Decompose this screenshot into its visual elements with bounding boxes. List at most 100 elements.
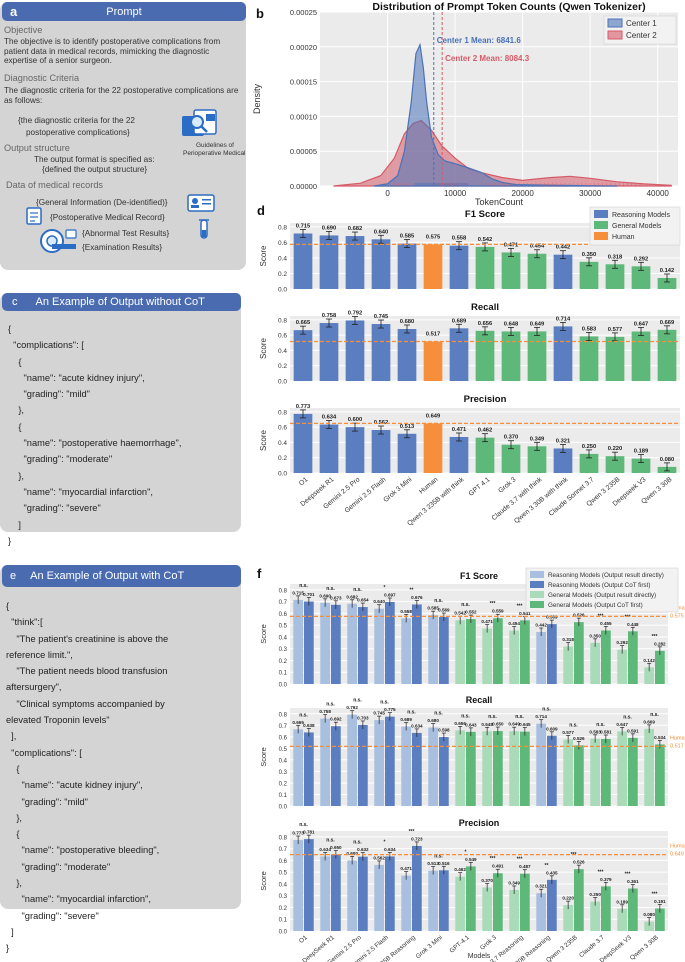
panel-e-header-label: An Example of Output with CoT (30, 570, 185, 582)
bar-value-label: 0.442 (535, 623, 547, 628)
bar-value-label: 0.634 (384, 847, 396, 852)
bar-cot (439, 870, 449, 931)
bar-direct (293, 729, 303, 806)
bar-value-label: 0.649 (530, 321, 545, 327)
bar-value-label: 0.585 (400, 234, 415, 240)
y-tick-label: 0.1 (279, 671, 288, 677)
y-axis-label: Score (259, 245, 268, 266)
bar-value-label: 0.541 (519, 611, 531, 616)
bar-value-label: 0.471 (481, 619, 493, 624)
code-line: }, (8, 470, 25, 481)
significance-label: *** (409, 829, 415, 835)
bar-direct (428, 870, 438, 931)
significance-label: n.s. (623, 714, 632, 720)
bar-cot (493, 618, 503, 684)
bar-direct (563, 905, 573, 931)
y-tick-label: 0.6 (279, 735, 288, 741)
code-line: "name": "acute kidney injury", (8, 372, 145, 383)
ct-scanner-icon (40, 229, 77, 253)
bar-cot (304, 601, 314, 684)
bar (449, 245, 469, 289)
bar (371, 324, 391, 381)
bar-value-label: 0.142 (643, 658, 655, 663)
human-value-label: 0.517 (670, 743, 684, 749)
bar-value-label: 0.189 (616, 899, 628, 904)
y-tick-label: 0.2 (278, 455, 287, 462)
y-tick-label: 0.3 (279, 647, 288, 653)
code-line: "grading": "mild" (6, 796, 88, 807)
bar-value-label: 0.649 (426, 413, 441, 419)
code-line: "grading": "severe" (8, 503, 101, 514)
bar-value-label: 0.634 (411, 723, 423, 728)
bar-direct (536, 723, 546, 806)
bar-value-label: 0.680 (427, 718, 439, 723)
panel-letter-e: e (10, 570, 17, 582)
bar-value-label: 0.454 (508, 621, 520, 626)
bar (345, 427, 365, 473)
y-tick-label: 0.2 (279, 906, 288, 912)
subplot-title: F1 Score (460, 571, 498, 581)
y-axis-label: Density (252, 83, 262, 114)
bar-value-label: 0.349 (530, 436, 545, 442)
bar-cot (520, 731, 530, 806)
y-tick-label: 0.8 (278, 224, 287, 231)
bar-direct (455, 730, 465, 806)
bar (397, 243, 417, 289)
bar-value-label: 0.448 (627, 622, 639, 627)
x-tick-label: Grok 3 Mini (382, 476, 413, 504)
bar (631, 266, 651, 289)
bar-cot (466, 619, 476, 684)
bar-value-label: 0.318 (608, 254, 623, 260)
bar-value-label: 0.682 (346, 594, 358, 599)
bar-value-label: 0.321 (556, 438, 571, 444)
panel-c-header-label: An Example of Output without CoT (35, 296, 205, 308)
bar-value-label: 0.575 (426, 234, 441, 240)
significance-label: n.s. (461, 713, 470, 719)
record-general-info: {General Information (De-identified)} (36, 198, 168, 207)
bar-direct (617, 731, 627, 806)
bar-value-label: 0.471 (452, 427, 467, 433)
y-tick-label: 0.2 (279, 781, 288, 787)
legend-swatch (530, 601, 544, 608)
legend-swatch (530, 571, 544, 578)
bar-value-label: 0.647 (634, 322, 649, 328)
bar-cot (520, 620, 530, 684)
test-tube-icon (199, 219, 209, 239)
bar-value-label: 0.703 (357, 715, 369, 720)
legend-label-2: Center 2 (626, 31, 657, 40)
y-tick-label: 0.3 (279, 894, 288, 900)
bar-value-label: 0.549 (465, 857, 477, 862)
subplot-title: Recall (471, 302, 499, 313)
subplot-title: Precision (459, 818, 500, 828)
bar-value-label: 0.534 (654, 735, 666, 740)
code-line: "Clinical symptoms accompanied by (6, 698, 165, 709)
significance-label: n.s. (326, 838, 335, 844)
bar-cot (331, 854, 341, 931)
bar-value-label: 0.370 (481, 878, 493, 883)
bar (527, 331, 547, 381)
bar-value-label: 0.640 (374, 229, 389, 235)
bar (345, 320, 365, 381)
bar-direct (644, 921, 654, 931)
bar-value-label: 0.665 (296, 320, 311, 326)
bar-direct (482, 887, 492, 931)
y-tick-label: 0.4 (278, 348, 287, 355)
output-title: Output structure (4, 143, 70, 153)
bar-cot (547, 735, 557, 806)
subplot-background (290, 708, 668, 806)
bar (553, 326, 573, 381)
x-tick-label: GPT-4.1 (448, 934, 471, 955)
significance-label: ** (545, 863, 549, 869)
density-area-1 (373, 42, 618, 187)
chart-title: Distribution of Prompt Token Counts (Qwe… (372, 1, 645, 13)
bar-value-label: 0.569 (438, 608, 450, 613)
x-tick-label: 30000 (579, 189, 602, 198)
bar-direct (617, 649, 627, 684)
bar (371, 430, 391, 473)
bar-cot (304, 732, 314, 806)
bar-value-label: 0.758 (322, 313, 337, 319)
bar (293, 413, 313, 473)
bar-value-label: 0.745 (373, 711, 385, 716)
legend-label: Reasoning Models (612, 212, 670, 219)
x-tick-label: 20000 (512, 189, 535, 198)
